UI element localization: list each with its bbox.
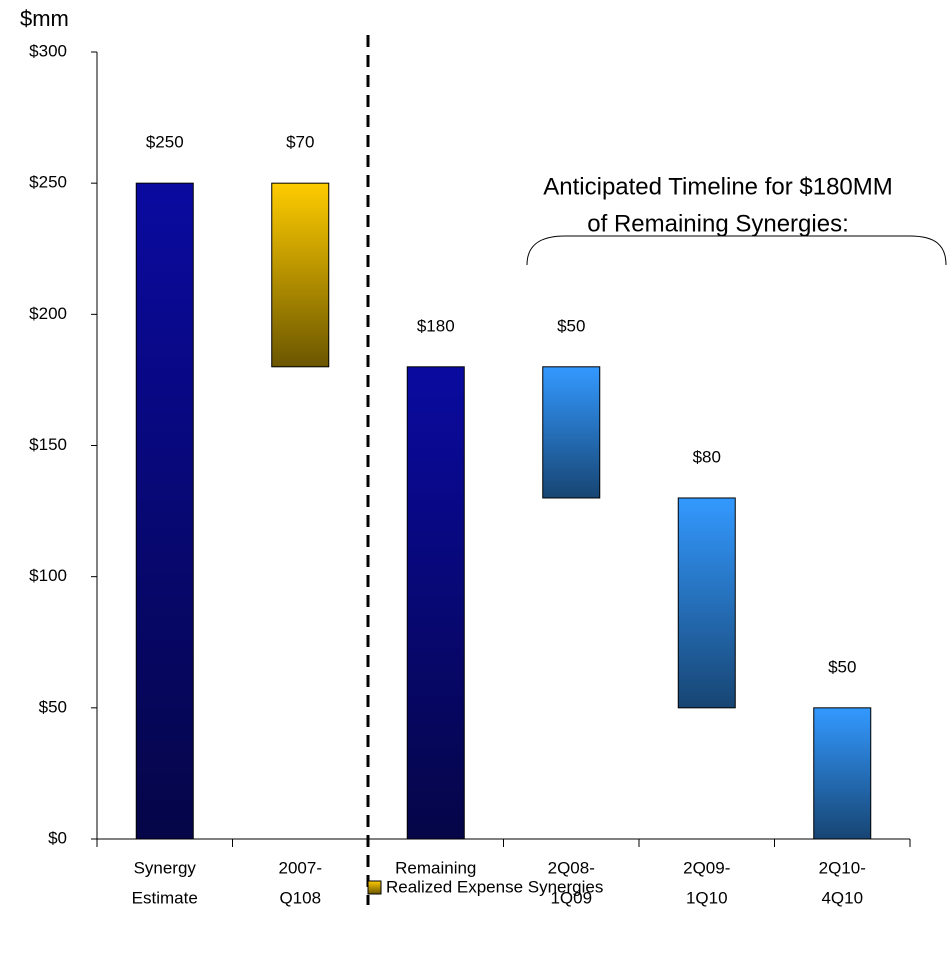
value-label: $50 (557, 316, 585, 335)
bar (813, 707, 872, 840)
bar (406, 366, 465, 840)
brace (526, 235, 947, 266)
bar (135, 182, 194, 840)
annotation: of Remaining Synergies: (587, 210, 848, 237)
x-tick-label: 1Q10 (686, 888, 728, 907)
annotation: Anticipated Timeline for $180MM (543, 173, 893, 200)
value-label: $70 (286, 133, 314, 152)
x-tick-label: Estimate (132, 888, 198, 907)
y-tick-label: $50 (39, 697, 67, 716)
x-tick-label: 2Q08- (548, 858, 595, 877)
bar (542, 366, 601, 499)
y-tick-label: $250 (29, 173, 67, 192)
bar (677, 497, 736, 709)
y-tick-label: $0 (48, 828, 67, 847)
value-label: $250 (146, 133, 184, 152)
legend-label: Realized Expense Synergies (386, 877, 603, 896)
legend-swatch (367, 880, 382, 895)
y-tick-label: $150 (29, 435, 67, 454)
x-tick-label: Q108 (279, 888, 321, 907)
y-axis-label: $mm (20, 6, 69, 31)
x-tick-label: 2Q09- (683, 858, 730, 877)
x-tick-label: Synergy (134, 858, 197, 877)
bar (271, 182, 330, 368)
x-tick-label: 4Q10 (821, 888, 863, 907)
x-tick-label: 1Q09 (550, 888, 592, 907)
value-label: $80 (693, 447, 721, 466)
y-tick-label: $100 (29, 566, 67, 585)
y-tick-label: $200 (29, 304, 67, 323)
value-label: $180 (417, 316, 455, 335)
value-label: $50 (828, 657, 856, 676)
x-tick-label: 2007- (279, 858, 322, 877)
x-tick-label: Remaining (395, 858, 476, 877)
y-tick-label: $300 (29, 41, 67, 60)
x-tick-label: 2Q10- (819, 858, 866, 877)
